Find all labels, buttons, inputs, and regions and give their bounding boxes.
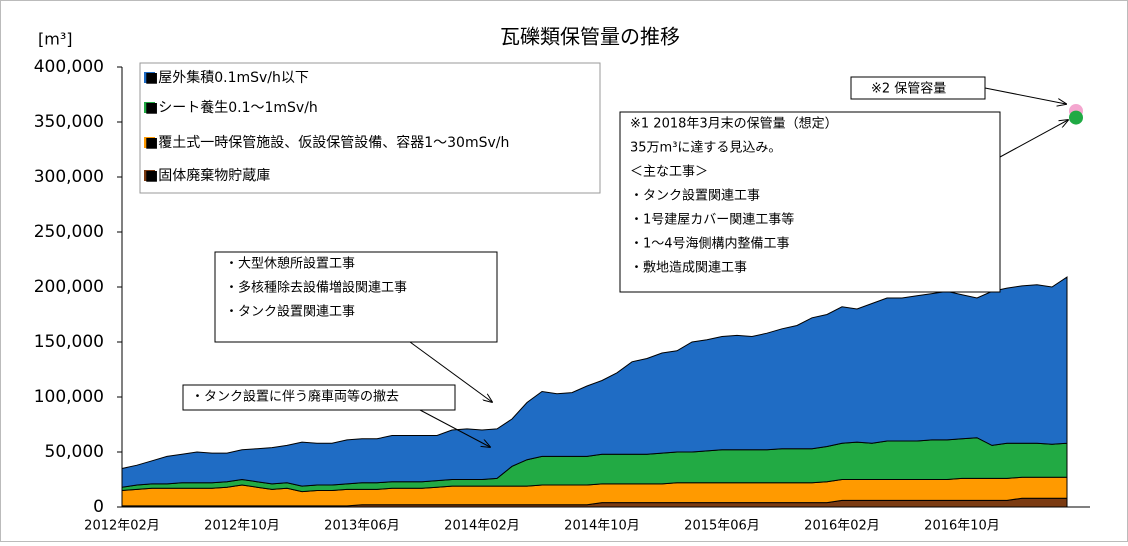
- annotation-arrow: [419, 409, 490, 447]
- x-tick-label: 2016年10月: [924, 519, 1000, 534]
- annotation-box: [182, 384, 456, 411]
- x-tick-label: 2014年02月: [444, 519, 520, 534]
- y-tick-label: 200,000: [34, 277, 104, 297]
- legend-label: ■シート養生0.1～1mSv/h: [145, 99, 318, 116]
- annotation-box: [214, 251, 498, 343]
- annotation-text: ・1～4号海側構内整備工事: [630, 236, 790, 252]
- legend-swatch: [144, 72, 155, 83]
- annotation-text: ・大型休憩所設置工事: [225, 256, 355, 272]
- annotation-text: ・タンク設置関連工事: [225, 304, 355, 320]
- x-tick-label: 2013年06月: [324, 519, 400, 534]
- legend-swatch: [144, 137, 155, 148]
- y-tick-label: 350,000: [34, 112, 104, 132]
- legend-label: ■覆土式一時保管施設、仮設保管設備、容器1～30mSv/h: [145, 134, 509, 151]
- y-tick-label: 0: [93, 497, 104, 517]
- y-tick-label: 300,000: [34, 167, 104, 187]
- legend-swatch: [144, 170, 155, 181]
- annotation-box: [850, 76, 986, 100]
- y-tick-label: 250,000: [34, 222, 104, 242]
- x-tick-label: 2012年02月: [84, 519, 160, 534]
- annotation-arrow: [984, 87, 1066, 104]
- y-tick-label: 150,000: [34, 332, 104, 352]
- annotation-arrow: [409, 341, 492, 402]
- annotation-arrow: [999, 120, 1068, 158]
- annotation-text: ・タンク設置に伴う廃車両等の撤去: [191, 389, 399, 405]
- annotation-text: ・多核種除去設備増設関連工事: [225, 280, 407, 296]
- annotation-text: ・敷地造成関連工事: [630, 261, 747, 276]
- annotation-box: [619, 111, 1001, 293]
- chart-title: 瓦礫類保管量の推移: [500, 25, 680, 49]
- legend: [139, 62, 601, 194]
- annotation-text: ・タンク設置関連工事: [630, 188, 760, 204]
- x-tick-label: 2016年02月: [804, 519, 880, 534]
- annotation-text: 35万m³に達する見込み。: [630, 141, 781, 156]
- annotation-text: ＜主な工事＞: [630, 165, 708, 180]
- area: [121, 276, 1068, 488]
- annotation-text: ・1号建屋カバー関連工事等: [630, 212, 794, 228]
- x-tick-label: 2014年10月: [564, 519, 640, 534]
- legend-label: ■屋外集積0.1mSv/h以下: [145, 69, 309, 86]
- legend-swatch: [144, 102, 155, 113]
- annotation-text: ※2 保管容量: [871, 81, 946, 97]
- capacity-marker: [1069, 110, 1083, 125]
- y-tick-label: 50,000: [45, 442, 104, 462]
- x-tick-label: 2012年10月: [204, 519, 280, 534]
- y-tick-label: 400,000: [34, 57, 104, 77]
- legend-label: ■固体廃棄物貯蔵庫: [145, 167, 270, 184]
- y-axis-label: [m³]: [38, 30, 72, 49]
- x-tick-label: 2015年06月: [684, 519, 760, 534]
- annotation-text: ※1 2018年3月末の保管量（想定）: [630, 116, 838, 132]
- y-tick-label: 100,000: [34, 387, 104, 407]
